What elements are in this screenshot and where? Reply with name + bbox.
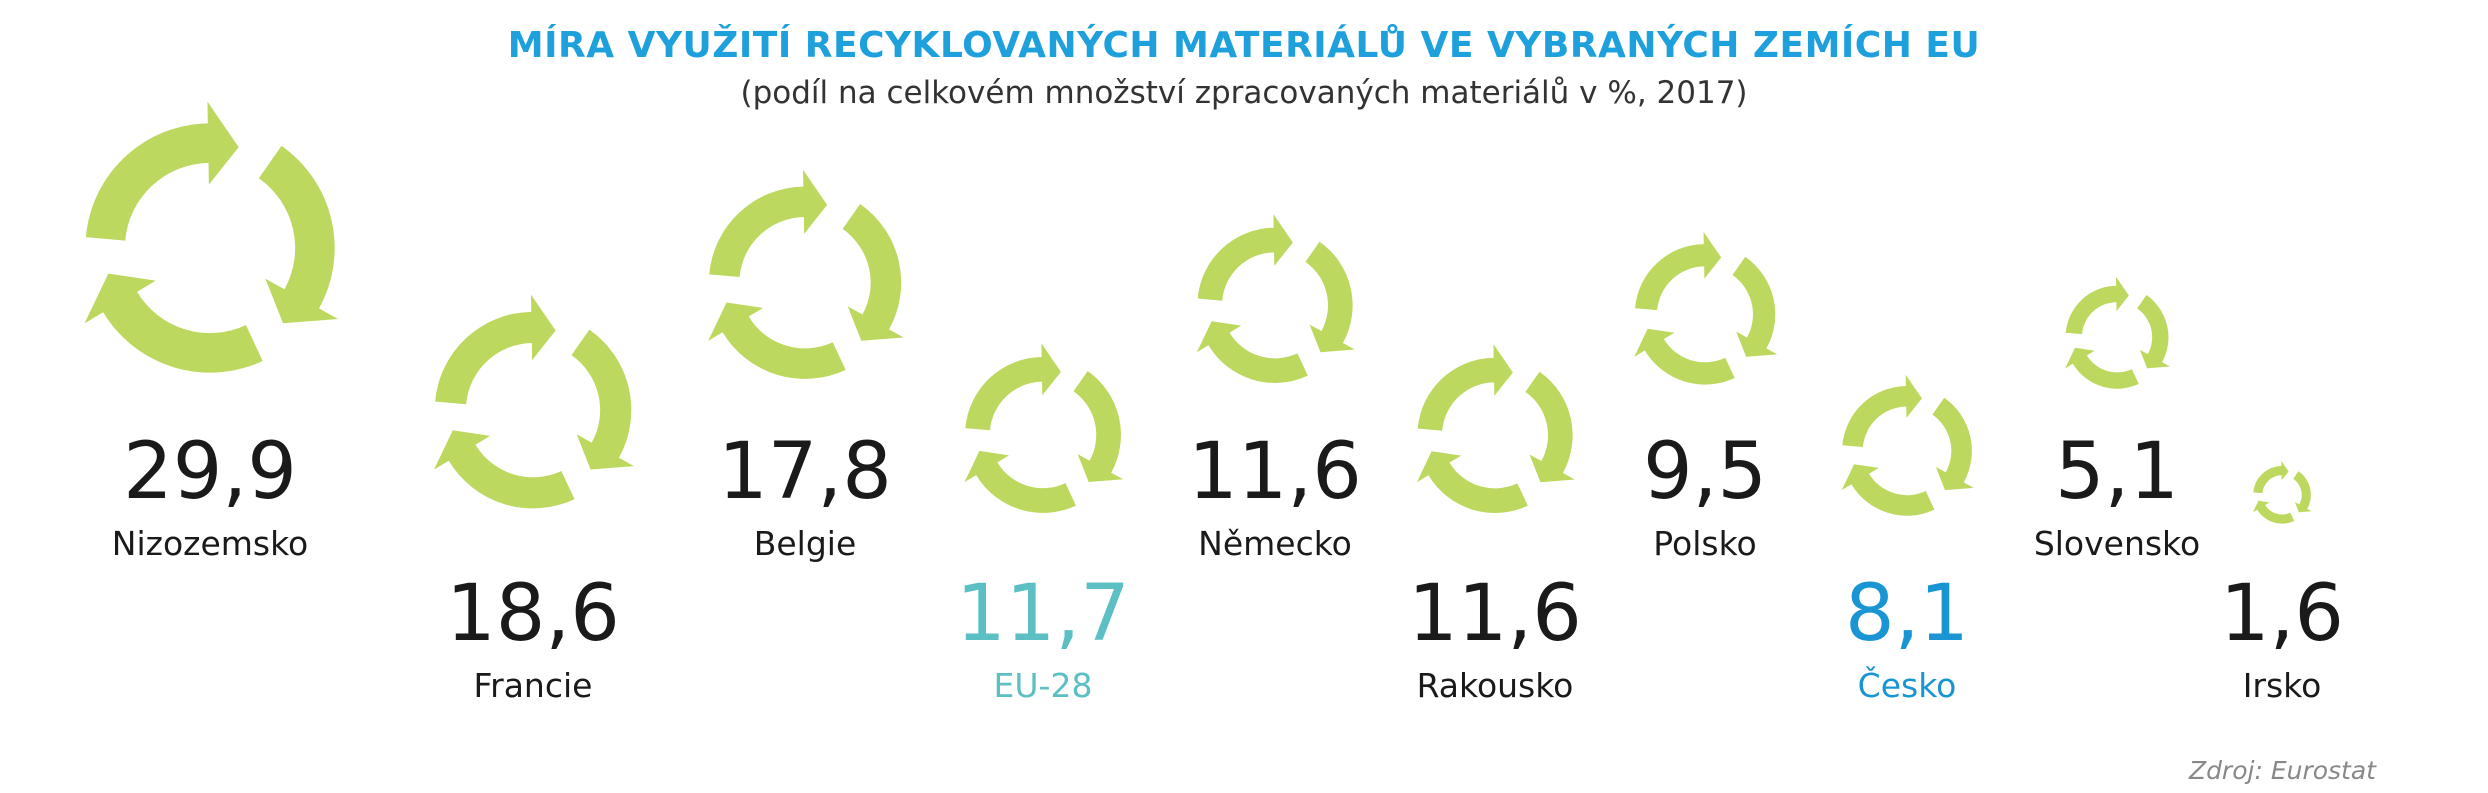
country-item: 5,1 Slovensko [2034, 276, 2200, 563]
country-label: Česko [1858, 665, 1957, 705]
recycle-icon [2065, 276, 2170, 389]
recycle-arrow-segment [2293, 471, 2312, 513]
value-label: 17,8 [718, 427, 892, 517]
recycle-arrow-segment [1196, 321, 1308, 383]
recycle-arrow-segment [1305, 241, 1355, 353]
recycle-arrow-segment [1841, 464, 1935, 516]
value-label: 1,6 [2220, 569, 2344, 659]
country-item: 29,9 Nizozemsko [84, 101, 339, 563]
recycle-arrow-segment [434, 430, 575, 509]
recycle-icon [84, 101, 339, 373]
country-item: 18,6 Francie [434, 294, 634, 705]
country-label: Belgie [754, 524, 857, 563]
value-label: 11,7 [956, 569, 1130, 659]
recycle-icon [2252, 460, 2312, 524]
recycle-arrow-segment [1634, 328, 1735, 385]
recycle-arrow-segment [435, 294, 556, 405]
recycle-arrow-segment [965, 343, 1061, 431]
recycle-arrow-segment [842, 203, 904, 341]
recycle-arrow-segment [258, 145, 339, 324]
recycle-arrow-segment [571, 329, 634, 470]
recycle-arrow-segment [2065, 276, 2129, 335]
recycle-icon [964, 343, 1124, 513]
recycle-arrow-segment [85, 101, 239, 241]
recycle-arrow-segment [1197, 214, 1293, 301]
recycle-arrow-segment [1525, 371, 1575, 483]
recycle-arrow-segment [1073, 371, 1124, 483]
recycle-arrow-segment [1842, 374, 1922, 448]
recycle-arrow-segment [2137, 295, 2170, 369]
country-label: Francie [474, 666, 593, 705]
country-label: Nizozemsko [112, 524, 308, 563]
chart-subtitle: (podíl na celkovém množství zpracovaných… [740, 75, 1748, 111]
value-label: 29,9 [123, 427, 297, 517]
recycle-icon [1416, 344, 1575, 513]
recycle-arrow-segment [1732, 256, 1778, 357]
recycle-arrow-segment [709, 169, 828, 277]
country-item: 11,7 EU-28 [956, 343, 1130, 705]
value-label: 9,5 [1643, 427, 1767, 517]
country-item: 1,6 Irsko [2220, 460, 2344, 705]
country-label: Slovensko [2034, 524, 2200, 563]
recycle-icon [1841, 374, 1974, 516]
recycle-arrow-segment [1932, 397, 1974, 491]
country-label: Německo [1198, 524, 1352, 563]
recycle-icon [1196, 214, 1355, 383]
recycle-icon [708, 169, 904, 379]
recycle-icon [1634, 231, 1778, 385]
country-label: Polsko [1653, 524, 1756, 563]
country-item: 11,6 Německo [1188, 214, 1362, 563]
recycle-arrow-segment [964, 450, 1076, 513]
recycle-arrow-segment [2252, 500, 2295, 524]
country-item: 11,6 Rakousko [1408, 344, 1582, 705]
recycle-arrow-segment [1635, 231, 1722, 311]
value-label: 11,6 [1188, 427, 1362, 517]
country-label: EU-28 [994, 666, 1093, 705]
recycle-arrow-segment [84, 273, 263, 373]
country-item: 8,1 Česko [1841, 374, 1974, 705]
source-note: Zdroj: Eurostat [2188, 756, 2376, 785]
country-label: Irsko [2243, 666, 2322, 705]
country-label: Rakousko [1417, 666, 1574, 705]
recycle-arrow-segment [1417, 344, 1513, 431]
value-label: 5,1 [2055, 427, 2179, 517]
country-item: 17,8 Belgie [708, 169, 904, 563]
recycle-icon [434, 294, 634, 509]
value-label: 11,6 [1408, 569, 1582, 659]
country-item: 9,5 Polsko [1634, 231, 1778, 563]
chart-title: MÍRA VYUŽITÍ RECYKLOVANÝCH MATERIÁLŮ VE … [507, 25, 1981, 66]
recycle-arrow-segment [708, 302, 846, 379]
recycle-arrow-segment [2065, 347, 2139, 389]
value-label: 18,6 [446, 569, 620, 659]
value-label: 8,1 [1845, 569, 1969, 659]
recycle-arrow-segment [1416, 451, 1528, 513]
recycle-arrow-segment [2253, 460, 2289, 494]
